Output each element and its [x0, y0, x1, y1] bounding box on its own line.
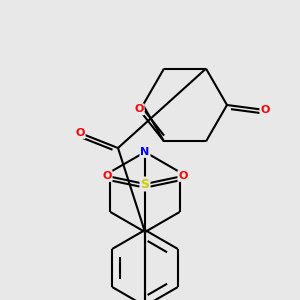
Text: S: S: [140, 178, 149, 190]
Text: N: N: [140, 147, 150, 157]
Text: O: O: [102, 171, 112, 181]
Text: O: O: [178, 171, 188, 181]
Text: O: O: [75, 128, 85, 138]
Text: O: O: [260, 105, 270, 115]
Text: O: O: [134, 104, 144, 114]
